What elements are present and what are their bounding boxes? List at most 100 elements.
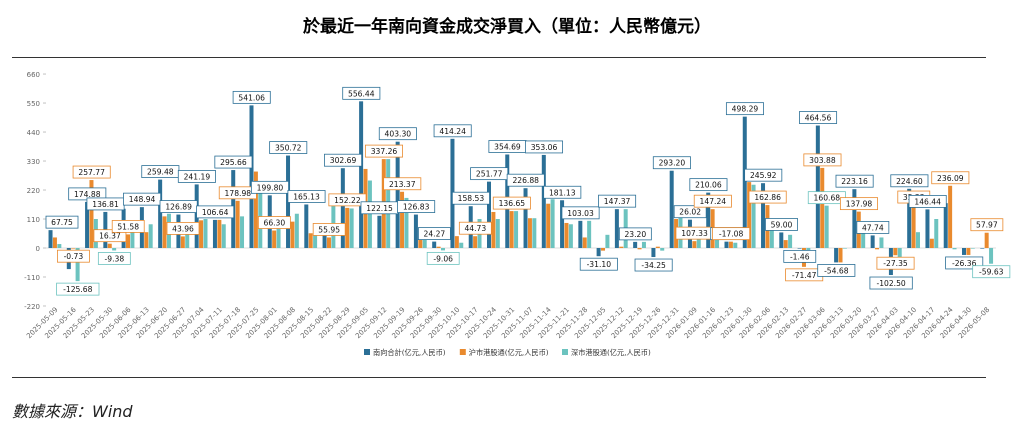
bar	[633, 241, 638, 248]
bar	[925, 209, 930, 248]
bar	[706, 192, 711, 248]
data-label: 181.13	[549, 188, 576, 197]
bar	[290, 221, 295, 248]
data-label: -1.46	[790, 252, 810, 261]
data-label-box	[876, 256, 915, 270]
data-label-box	[177, 170, 216, 183]
data-label-box	[97, 252, 131, 265]
bar	[893, 248, 898, 256]
bar	[418, 232, 423, 248]
y-tick-label: -110	[24, 274, 40, 282]
bar	[89, 180, 94, 248]
bar	[948, 185, 953, 248]
legend-swatch	[459, 349, 466, 355]
bar	[459, 242, 464, 248]
data-label: -9.38	[105, 254, 125, 263]
data-label-box	[839, 197, 878, 211]
bar	[258, 181, 263, 248]
bar	[112, 248, 117, 251]
data-label-box	[214, 155, 253, 169]
data-label-box	[378, 127, 417, 141]
data-label-box	[451, 191, 490, 205]
bar	[322, 233, 327, 248]
data-label-box	[426, 251, 460, 265]
bar	[838, 248, 843, 263]
data-label-box	[324, 153, 363, 167]
y-tick-label: 330	[27, 158, 40, 166]
data-label: 103.03	[567, 209, 594, 218]
bar	[797, 248, 802, 249]
bar	[523, 188, 528, 248]
data-label: 259.48	[147, 168, 174, 177]
data-label: -0.73	[64, 252, 84, 261]
bar	[180, 236, 185, 248]
data-label: 498.29	[732, 105, 759, 114]
data-label: 106.64	[202, 208, 229, 217]
data-label: 51.58	[117, 222, 139, 231]
data-label: -17.08	[719, 230, 744, 239]
bar	[989, 248, 994, 264]
bar	[751, 184, 756, 248]
bar	[313, 224, 318, 248]
data-label-box	[364, 144, 403, 158]
data-label: 152.22	[334, 196, 361, 205]
bar	[897, 248, 902, 264]
data-label: 44.73	[464, 224, 486, 233]
data-label: 162.86	[754, 193, 781, 202]
data-label-box	[543, 185, 582, 199]
data-label-box	[287, 190, 326, 203]
data-label-box	[111, 220, 145, 233]
y-tick-label: 220	[27, 187, 40, 195]
data-label: 174.88	[74, 190, 101, 199]
data-label: 59.00	[771, 220, 793, 229]
data-label-box	[72, 165, 111, 179]
bar	[970, 248, 975, 249]
data-label: -59.63	[979, 268, 1004, 277]
bar	[349, 208, 354, 248]
bar	[345, 207, 350, 248]
data-label: -26.36	[952, 259, 977, 268]
data-label-box	[196, 205, 235, 219]
bar	[199, 220, 204, 248]
legend-swatch	[562, 349, 568, 355]
bar	[546, 203, 551, 248]
data-label: 295.66	[220, 158, 247, 167]
data-label-box	[458, 221, 492, 235]
bar	[162, 216, 167, 248]
data-label: -34.25	[641, 261, 666, 270]
bar	[52, 237, 57, 248]
bar	[130, 232, 135, 248]
data-label-box	[57, 249, 90, 263]
data-label: 160.68	[814, 194, 841, 203]
data-label-box	[506, 173, 545, 187]
bar	[560, 200, 565, 248]
data-label: -27.35	[883, 259, 908, 268]
data-label: 147.37	[604, 197, 631, 206]
data-label-box	[269, 141, 308, 154]
data-label: 464.56	[805, 114, 832, 123]
bar	[834, 248, 839, 263]
data-label-box	[525, 140, 564, 154]
data-label-box	[257, 216, 291, 229]
data-label-box	[765, 218, 798, 231]
bar	[473, 236, 478, 248]
data-label: -9.06	[433, 254, 453, 263]
bar	[820, 167, 825, 248]
data-label: 26.02	[679, 208, 701, 217]
data-label-box	[312, 223, 346, 236]
data-label: 210.06	[695, 181, 722, 190]
data-label-box	[890, 174, 929, 188]
bar	[907, 188, 912, 248]
bar	[203, 219, 208, 248]
bar	[308, 233, 313, 248]
data-label: -125.68	[63, 285, 92, 294]
bar	[395, 141, 400, 248]
bar	[276, 216, 281, 248]
data-label: 353.06	[531, 143, 558, 152]
data-label-box	[972, 265, 1011, 279]
data-label-box	[328, 193, 367, 207]
y-tick-label: 110	[27, 216, 40, 224]
data-label-box	[748, 190, 787, 204]
data-label: 136.65	[499, 199, 526, 208]
bar	[788, 234, 793, 248]
